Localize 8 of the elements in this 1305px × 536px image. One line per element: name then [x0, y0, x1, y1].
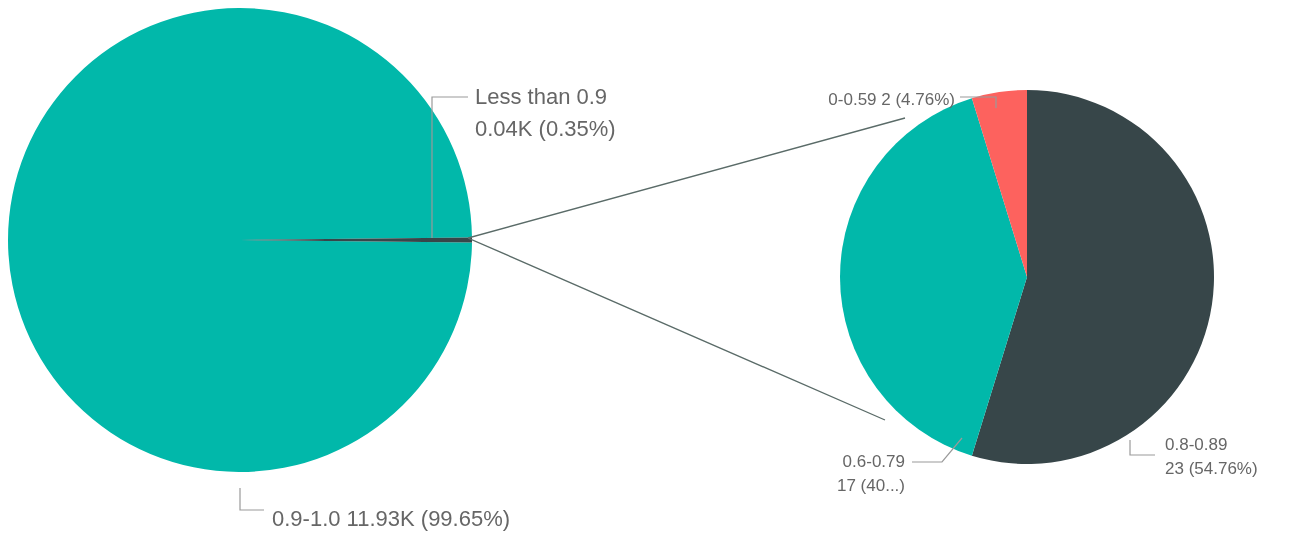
slice-label: 0.8-0.89	[1165, 434, 1228, 454]
slice-label: Less than 0.9	[475, 84, 608, 110]
slice-label: 0.6-0.79	[842, 451, 905, 471]
data-label: 23 (54.76%)	[1165, 459, 1258, 479]
data-label: 0.04K (0.35%)	[475, 115, 616, 141]
data-label: 17 (40...)	[836, 476, 905, 496]
slice-label: 0-0.59 2 (4.76%)	[828, 89, 955, 109]
slice-label: 0.9-1.0 11.93K (99.65%)	[272, 506, 511, 532]
